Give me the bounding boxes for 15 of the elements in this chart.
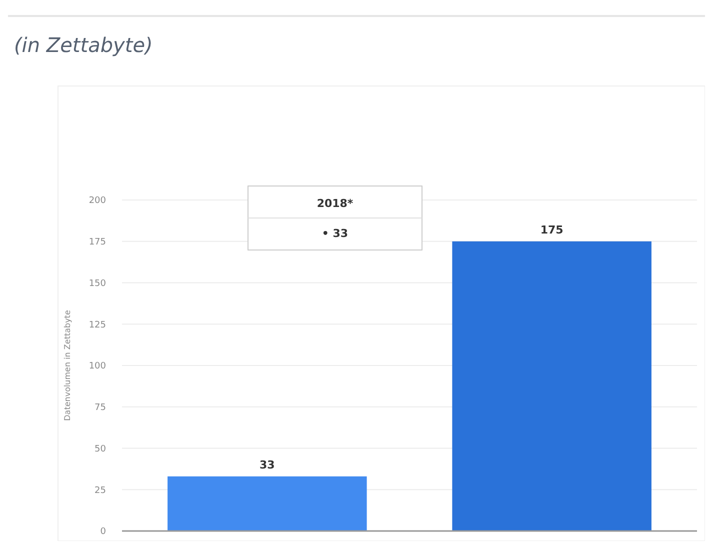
y-axis-title: Datenvolumen in Zettabyte <box>63 310 72 421</box>
data-label: 33 <box>260 458 275 472</box>
y-tick-label: 125 <box>88 320 106 330</box>
chart-title: (in Zettabyte) <box>14 33 153 57</box>
annotation: 2018* <box>316 196 354 210</box>
y-tick-label: 150 <box>88 278 106 289</box>
y-tick-label: 200 <box>88 196 106 206</box>
y-tick-label: 25 <box>94 486 106 496</box>
y-tick-label: 100 <box>88 362 106 372</box>
y-tick-label: 75 <box>94 403 106 414</box>
annotation: • 33 <box>322 226 348 240</box>
data-label: 175 <box>540 223 564 236</box>
y-tick-label: 0 <box>100 527 106 538</box>
y-tick-label: 175 <box>88 238 106 248</box>
y-tick-label: 50 <box>94 444 106 454</box>
